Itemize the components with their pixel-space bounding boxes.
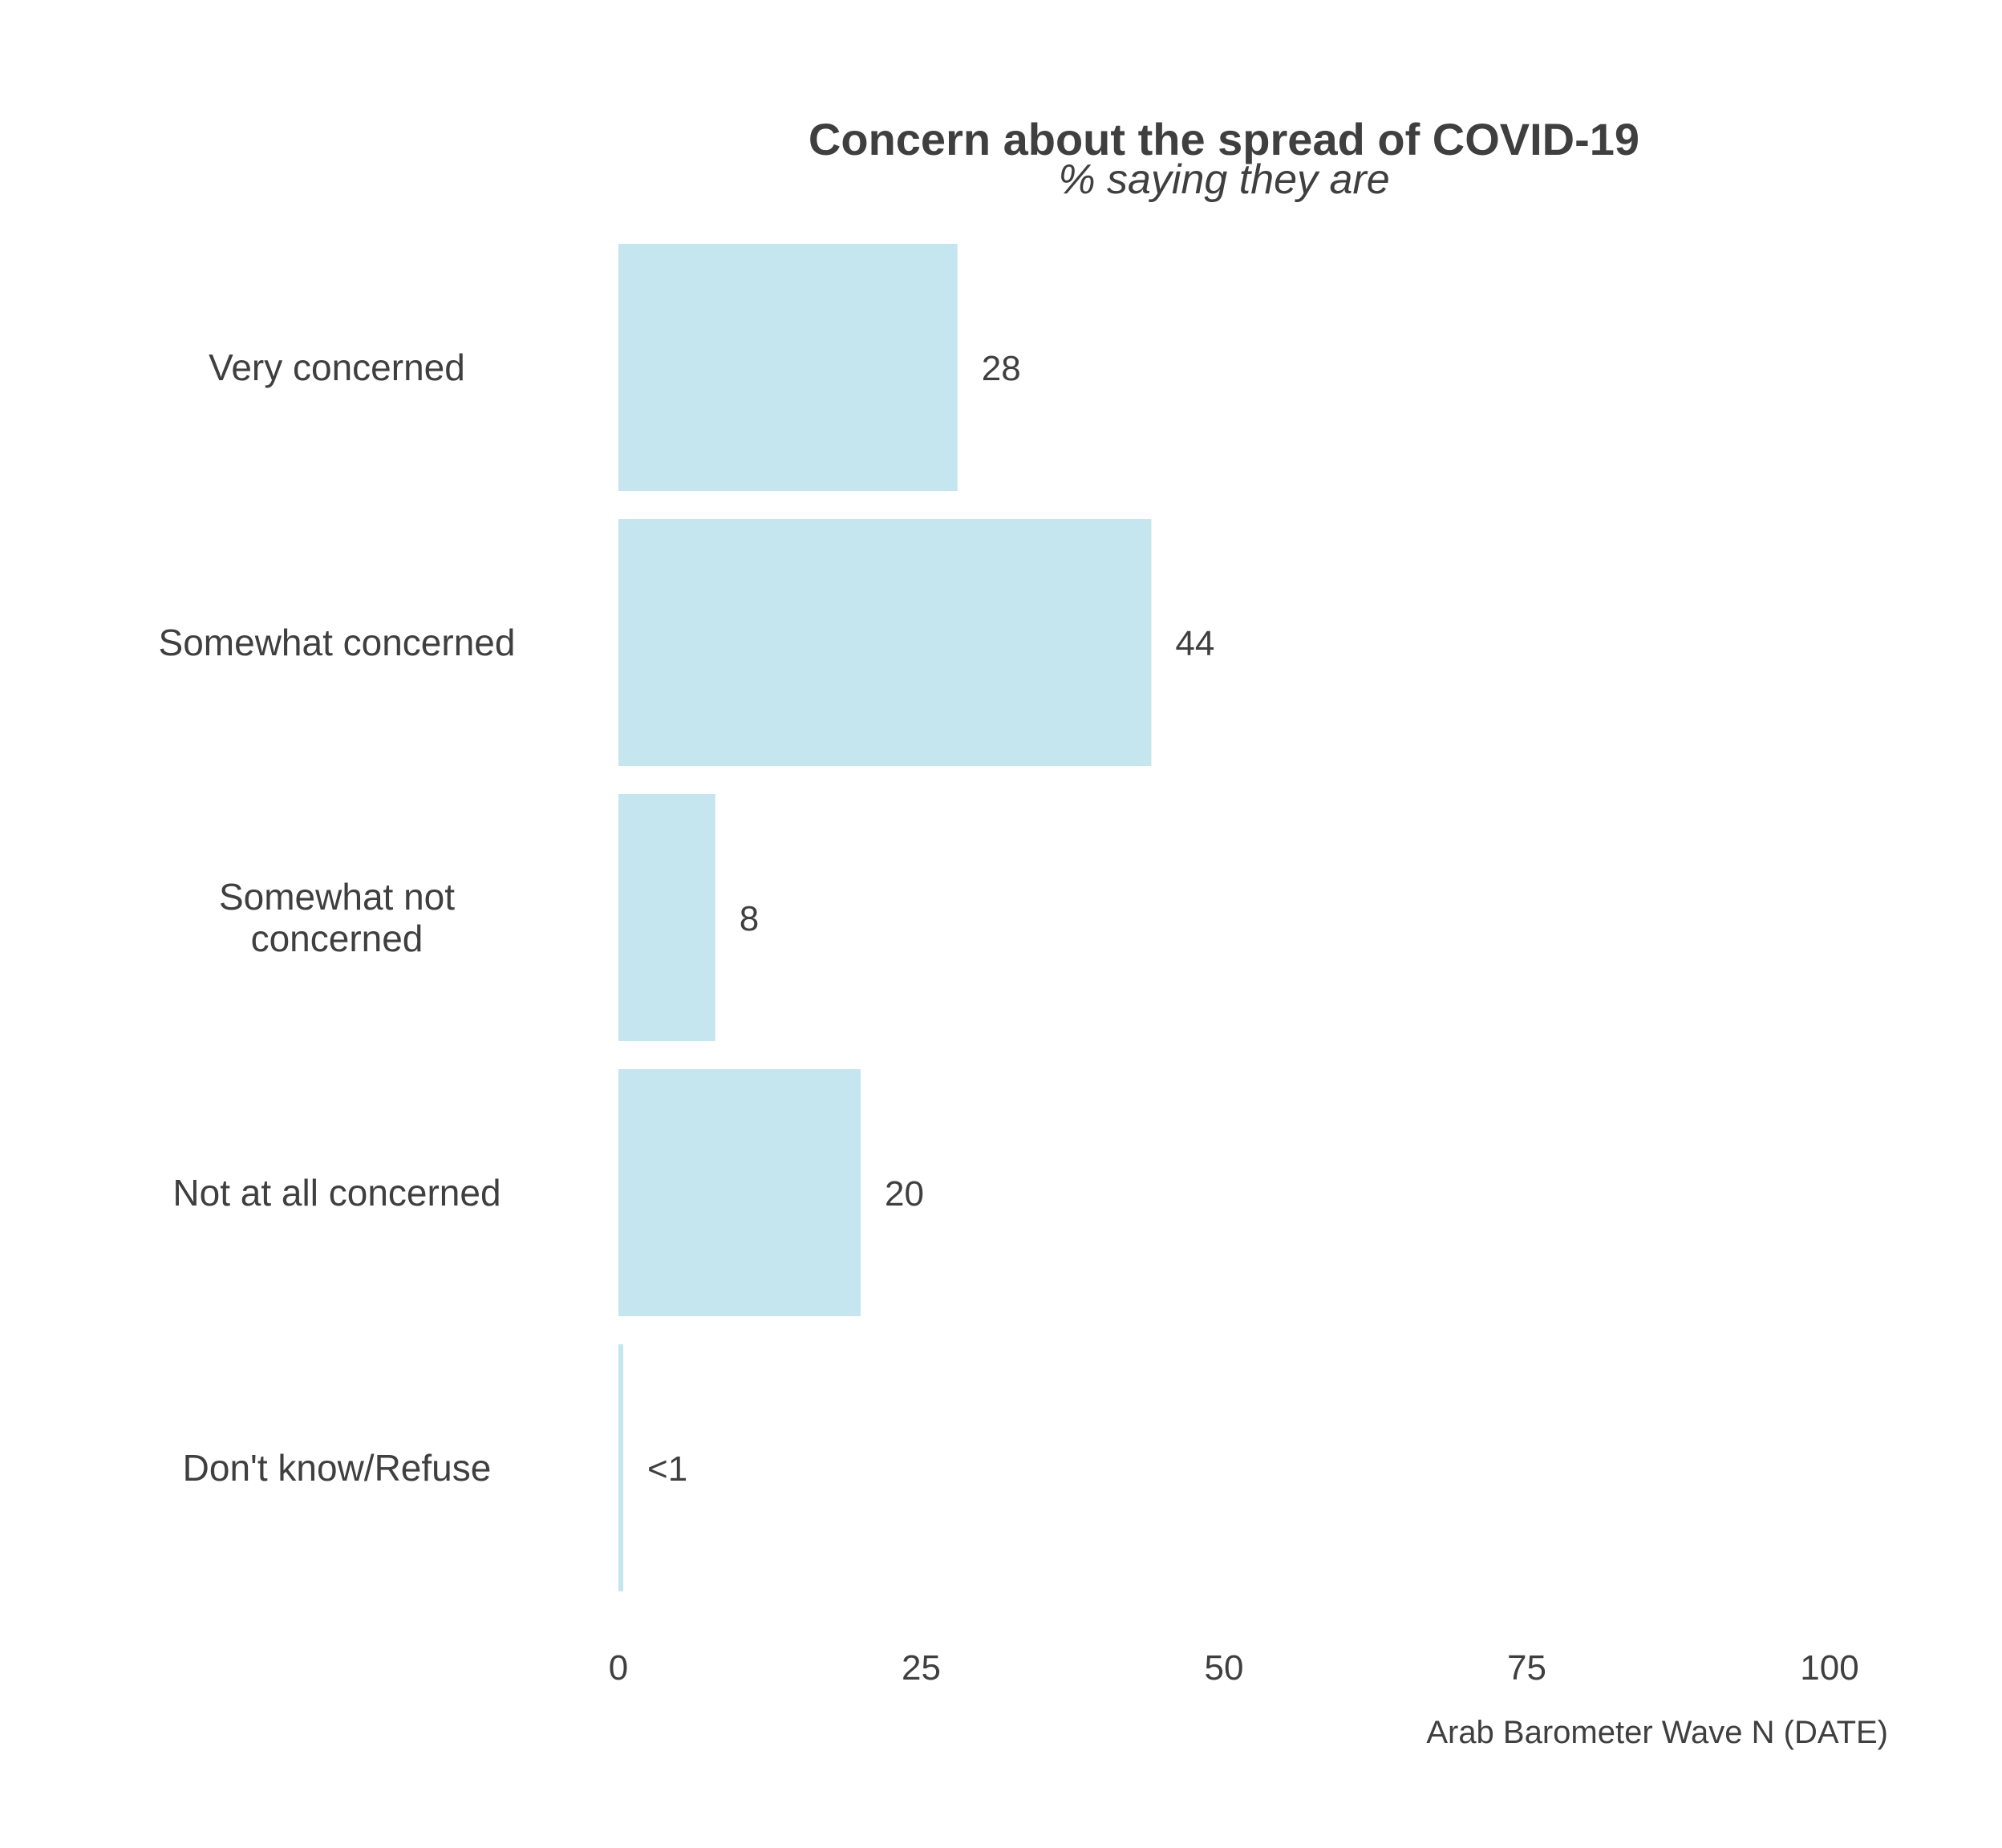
chart-title: Concern about the spread of COVID-19 <box>808 114 1639 164</box>
x-tick-label: 100 <box>1800 1648 1858 1688</box>
x-tick-label: 25 <box>902 1648 941 1688</box>
bar <box>618 794 715 1041</box>
bar <box>618 519 1152 766</box>
x-tick-label: 0 <box>609 1648 628 1688</box>
data-label: 28 <box>982 349 1021 388</box>
chart-subtitle: % saying they are <box>1058 156 1389 203</box>
category-label: Somewhat concerned <box>159 622 516 663</box>
category-label: Not at all concerned <box>172 1172 500 1214</box>
x-axis-ticks-group: 0 25 50 75 100 <box>609 1648 1859 1688</box>
bar <box>618 1069 861 1316</box>
value-labels-group: 28 44 8 20 <1 <box>647 349 1214 1489</box>
data-label: 20 <box>885 1174 924 1214</box>
category-label: Somewhat not concerned <box>219 876 455 959</box>
data-label: 44 <box>1175 624 1214 663</box>
data-label: 8 <box>740 899 759 938</box>
category-label: Don't know/Refuse <box>183 1447 492 1489</box>
category-label: Very concerned <box>209 346 465 388</box>
data-label: <1 <box>647 1449 687 1489</box>
category-labels-group: Very concerned Somewhat concerned Somewhat… <box>159 346 516 1489</box>
bar <box>618 244 958 491</box>
x-tick-label: 50 <box>1205 1648 1244 1688</box>
chart-caption: Arab Barometer Wave N (DATE) <box>1426 1715 1888 1750</box>
x-tick-label: 75 <box>1507 1648 1546 1688</box>
bars-group <box>618 244 1152 1591</box>
bar <box>618 1344 624 1591</box>
